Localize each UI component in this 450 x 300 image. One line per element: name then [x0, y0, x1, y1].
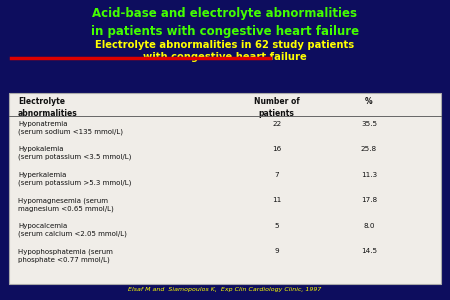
Text: 11.3: 11.3 — [361, 172, 377, 178]
Text: 9: 9 — [274, 248, 279, 254]
Text: 14.5: 14.5 — [361, 248, 377, 254]
Text: Electrolyte
abnormalities: Electrolyte abnormalities — [18, 98, 78, 118]
Text: 7: 7 — [274, 172, 279, 178]
Text: Acid-base and electrolyte abnormalities: Acid-base and electrolyte abnormalities — [93, 8, 357, 20]
Text: 16: 16 — [272, 146, 281, 152]
Text: in patients with congestive heart failure: in patients with congestive heart failur… — [91, 26, 359, 38]
Text: 25.8: 25.8 — [361, 146, 377, 152]
Text: Hypophosphatemia (serum
phosphate <0.77 mmol/L): Hypophosphatemia (serum phosphate <0.77 … — [18, 248, 113, 262]
Text: Hypomagnesemia (serum
magnesium <0.65 mmol/L): Hypomagnesemia (serum magnesium <0.65 mm… — [18, 197, 114, 212]
Text: Elsaf M and  Siamopoulos K,  Exp Clin Cardiology Clinic, 1997: Elsaf M and Siamopoulos K, Exp Clin Card… — [128, 287, 322, 292]
Text: 35.5: 35.5 — [361, 121, 377, 127]
Text: 8.0: 8.0 — [363, 223, 375, 229]
Text: 22: 22 — [272, 121, 281, 127]
Text: 11: 11 — [272, 197, 281, 203]
Text: Number of
patients: Number of patients — [254, 98, 300, 118]
Text: Hyponatremia
(serum sodium <135 mmol/L): Hyponatremia (serum sodium <135 mmol/L) — [18, 121, 123, 135]
Text: %: % — [365, 98, 373, 106]
Text: Hypocalcemia
(serum calcium <2.05 mmol/L): Hypocalcemia (serum calcium <2.05 mmol/L… — [18, 223, 127, 237]
Text: Hypokalemia
(serum potassium <3.5 mmol/L): Hypokalemia (serum potassium <3.5 mmol/L… — [18, 146, 131, 160]
Text: 17.8: 17.8 — [361, 197, 377, 203]
Text: Hyperkalemia
(serum potassium >5.3 mmol/L): Hyperkalemia (serum potassium >5.3 mmol/… — [18, 172, 131, 186]
Text: Electrolyte abnormalities in 62 study patients: Electrolyte abnormalities in 62 study pa… — [95, 40, 355, 50]
Text: with congestive heart failure: with congestive heart failure — [143, 52, 307, 62]
FancyBboxPatch shape — [9, 93, 441, 284]
Text: 5: 5 — [274, 223, 279, 229]
